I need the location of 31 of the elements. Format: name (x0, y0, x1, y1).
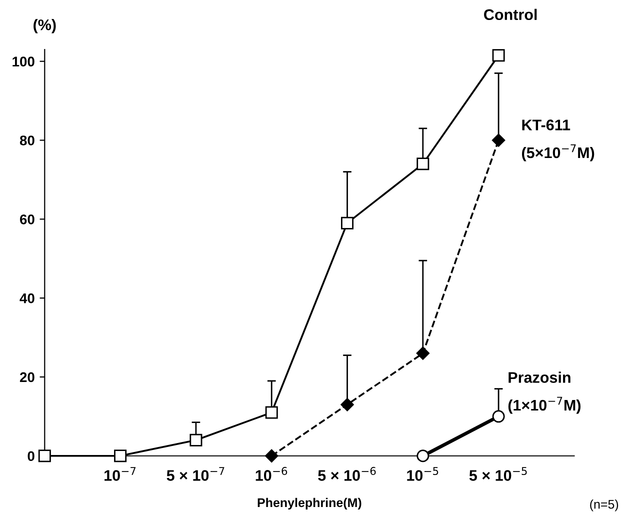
point (341, 216, 354, 230)
point (190, 434, 202, 446)
point (114, 450, 127, 462)
y-tick-label: 100 (12, 56, 34, 66)
point (416, 346, 430, 360)
point (38, 450, 51, 462)
x-tick-label: 10$^{−6}$ (256, 466, 288, 481)
point (265, 406, 278, 419)
text: Control (484, 8, 537, 20)
point (492, 410, 505, 423)
y-tick-label: 80 (20, 136, 34, 146)
x-tick-label: 10$^{−5}$ (407, 467, 438, 481)
x-tick-label: 5 × 10$^{−6}$ (318, 466, 376, 481)
y-tick-label: 20 (20, 372, 34, 382)
point (492, 134, 506, 147)
x-tick-label: 5 × 10$^{−5}$ (469, 467, 527, 481)
series-label: Prazosin (1×10$^{−7}$M) (508, 372, 581, 414)
point (492, 49, 505, 62)
point (340, 398, 354, 412)
y-tick-label: 0 (28, 451, 34, 462)
y-tick-label: 60 (20, 214, 34, 224)
y-tick-label: 40 (20, 293, 34, 304)
x-axis-title: Phenylephrine(M) (258, 498, 362, 510)
x-tick-label: 10$^{−7}$ (104, 467, 136, 481)
text: (n=5) (590, 500, 618, 512)
x-tick-label: 5 × 10$^{−7}$ (166, 467, 224, 481)
point (416, 158, 430, 170)
point (416, 450, 430, 462)
y-axis-title: (%) (34, 19, 56, 34)
point (265, 449, 278, 462)
series-label: KT-611 (5×10$^{−7}$M) (522, 120, 594, 162)
